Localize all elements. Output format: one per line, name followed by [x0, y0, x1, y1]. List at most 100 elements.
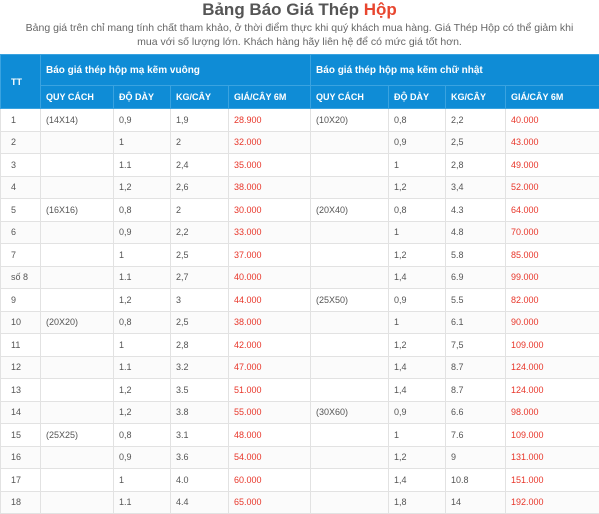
- price-rect: 109.000: [506, 424, 599, 447]
- thickness-square: 1,2: [114, 379, 171, 402]
- weight-rect: 2,8: [446, 154, 506, 177]
- price-rect: 52.000: [506, 176, 599, 199]
- col-price-square: GIÁ/CÂY 6M: [229, 86, 311, 109]
- row-number: số 8: [1, 266, 41, 289]
- row-number: 9: [1, 289, 41, 312]
- price-square: 33.000: [229, 221, 311, 244]
- thickness-rect: 1: [389, 424, 446, 447]
- weight-rect: 6.6: [446, 401, 506, 424]
- row-number: 14: [1, 401, 41, 424]
- price-rect: 43.000: [506, 131, 599, 154]
- thickness-rect: 1: [389, 221, 446, 244]
- row-number: 1: [1, 109, 41, 132]
- col-spec-rect: QUY CÁCH: [311, 86, 389, 109]
- price-square: 28.900: [229, 109, 311, 132]
- thickness-square: 0,8: [114, 424, 171, 447]
- weight-square: 2,5: [171, 311, 229, 334]
- weight-rect: 4.3: [446, 199, 506, 222]
- spec-rect: [311, 221, 389, 244]
- thickness-square: 1: [114, 244, 171, 267]
- thickness-rect: 1: [389, 154, 446, 177]
- weight-rect: 2,2: [446, 109, 506, 132]
- weight-square: 3.8: [171, 401, 229, 424]
- row-number: 18: [1, 491, 41, 514]
- spec-square: [41, 221, 114, 244]
- row-number: 5: [1, 199, 41, 222]
- spec-square: (14X14): [41, 109, 114, 132]
- weight-square: 2: [171, 131, 229, 154]
- weight-rect: 2,5: [446, 131, 506, 154]
- spec-rect: (30X60): [311, 401, 389, 424]
- price-rect: 70.000: [506, 221, 599, 244]
- spec-square: (20X20): [41, 311, 114, 334]
- price-square: 54.000: [229, 446, 311, 469]
- weight-rect: 14: [446, 491, 506, 514]
- price-rect: 98.000: [506, 401, 599, 424]
- weight-square: 2,4: [171, 154, 229, 177]
- thickness-rect: 1,4: [389, 379, 446, 402]
- weight-square: 2,6: [171, 176, 229, 199]
- price-rect: 85.000: [506, 244, 599, 267]
- row-number: 10: [1, 311, 41, 334]
- weight-rect: 5.5: [446, 289, 506, 312]
- thickness-square: 0,9: [114, 446, 171, 469]
- thickness-square: 1: [114, 469, 171, 492]
- price-rect: 82.000: [506, 289, 599, 312]
- spec-square: [41, 469, 114, 492]
- price-rect: 124.000: [506, 379, 599, 402]
- price-square: 37.000: [229, 244, 311, 267]
- thickness-square: 0,8: [114, 311, 171, 334]
- spec-square: [41, 266, 114, 289]
- price-square: 42.000: [229, 334, 311, 357]
- thickness-rect: 1,2: [389, 244, 446, 267]
- spec-rect: (25X50): [311, 289, 389, 312]
- price-rect: 49.000: [506, 154, 599, 177]
- spec-rect: [311, 266, 389, 289]
- row-number: 6: [1, 221, 41, 244]
- thickness-rect: 1,8: [389, 491, 446, 514]
- price-square: 44.000: [229, 289, 311, 312]
- spec-square: [41, 154, 114, 177]
- thickness-square: 1.1: [114, 154, 171, 177]
- weight-rect: 5.8: [446, 244, 506, 267]
- spec-square: [41, 334, 114, 357]
- spec-square: [41, 491, 114, 514]
- weight-square: 2: [171, 199, 229, 222]
- spec-rect: [311, 424, 389, 447]
- price-table: TT Báo giá thép hộp mạ kẽm vuông Báo giá…: [0, 54, 599, 514]
- spec-rect: [311, 379, 389, 402]
- thickness-rect: 0,9: [389, 131, 446, 154]
- row-number: 4: [1, 176, 41, 199]
- spec-square: [41, 446, 114, 469]
- price-rect: 124.000: [506, 356, 599, 379]
- thickness-rect: 0,9: [389, 289, 446, 312]
- row-number: 7: [1, 244, 41, 267]
- title-main: Bảng Báo Giá Thép: [202, 0, 359, 19]
- col-thickness-rect: ĐỘ DÀY: [389, 86, 446, 109]
- price-square: 40.000: [229, 266, 311, 289]
- thickness-square: 1,2: [114, 176, 171, 199]
- spec-square: [41, 289, 114, 312]
- col-thickness-square: ĐỘ DÀY: [114, 86, 171, 109]
- row-number: 16: [1, 446, 41, 469]
- spec-rect: [311, 334, 389, 357]
- thickness-square: 1,2: [114, 401, 171, 424]
- row-number: 12: [1, 356, 41, 379]
- price-rect: 64.000: [506, 199, 599, 222]
- price-rect: 109.000: [506, 334, 599, 357]
- weight-rect: 6.9: [446, 266, 506, 289]
- thickness-rect: 1,2: [389, 176, 446, 199]
- spec-rect: (20X40): [311, 199, 389, 222]
- price-square: 65.000: [229, 491, 311, 514]
- title-highlight: Hộp: [364, 0, 397, 19]
